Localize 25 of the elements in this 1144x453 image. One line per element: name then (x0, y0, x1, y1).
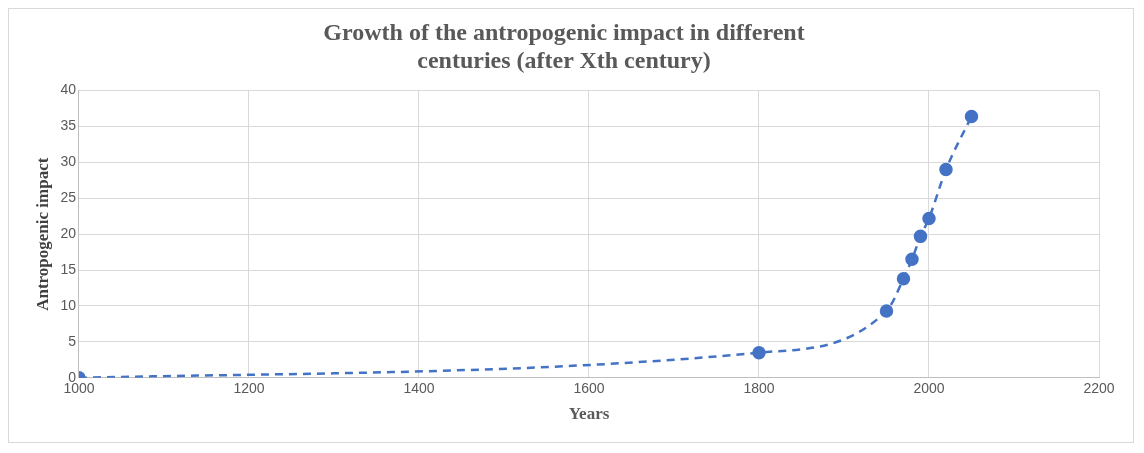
y-tick-label: 10 (60, 296, 77, 313)
x-axis-title: Years (568, 404, 610, 424)
x-tick-label: 2200 (1083, 380, 1115, 397)
x-tick-label: 1800 (743, 380, 775, 397)
point (752, 345, 766, 360)
y-tick-label: 20 (60, 225, 77, 242)
point (905, 252, 919, 267)
point (879, 304, 894, 318)
x-tick-label: 1400 (403, 380, 435, 397)
point (964, 109, 979, 124)
x-tick-label: 2000 (913, 380, 945, 397)
x-tick-label: 1600 (573, 380, 605, 397)
chart-title: Growth of the antropogenic impact in different centuries (after Xth century) (323, 18, 805, 74)
y-tick-label: 15 (60, 260, 77, 277)
y-tick-label: 30 (60, 153, 77, 170)
point (913, 229, 928, 244)
point (939, 162, 953, 177)
point (922, 211, 936, 226)
y-tick-label: 40 (60, 81, 77, 98)
y-axis-title: Antropogenic impact (32, 157, 52, 311)
y-tick-label: 25 (60, 189, 77, 206)
y-tick-label: 35 (60, 117, 77, 134)
point (896, 271, 911, 286)
x-tick-label: 1200 (233, 380, 265, 397)
y-tick-label: 5 (68, 332, 77, 349)
